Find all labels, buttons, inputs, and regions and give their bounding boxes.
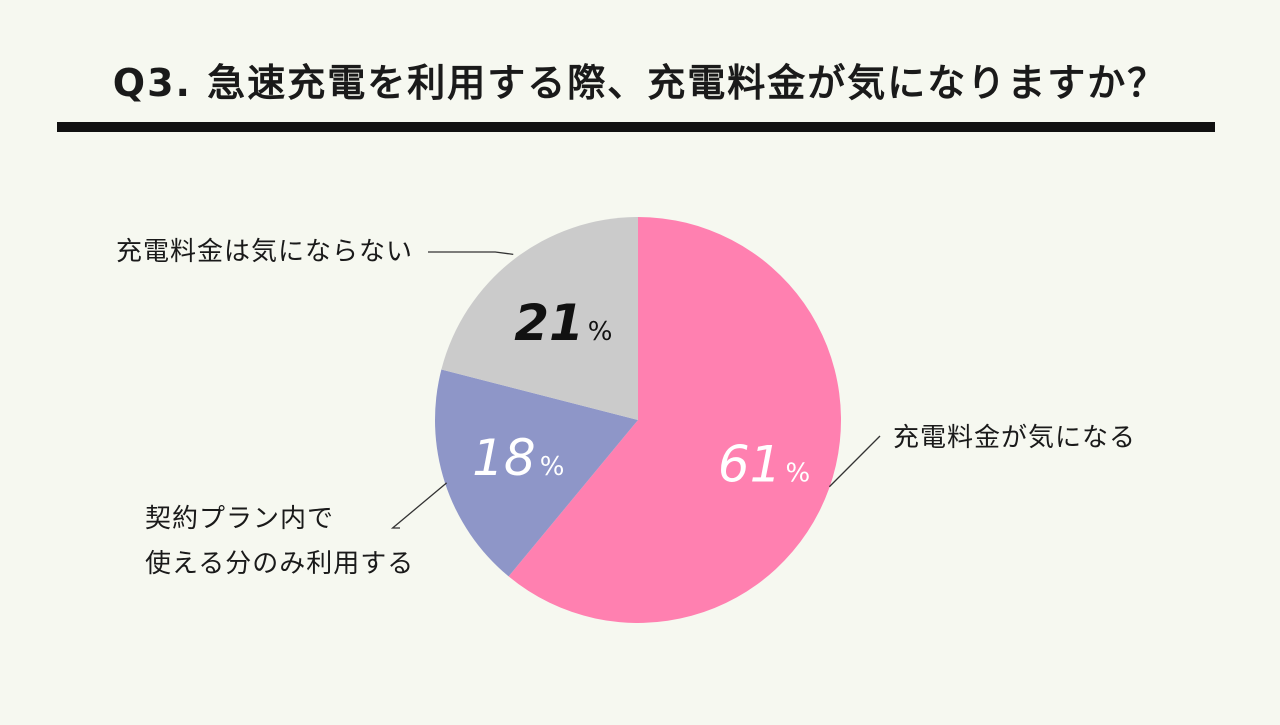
percent-value: 21 bbox=[514, 294, 584, 352]
percent-label-2: 21% bbox=[514, 294, 612, 352]
pie-slice-1 bbox=[435, 369, 638, 577]
chart-title: Q3. 急速充電を利用する際、充電料金が気になりますか？ bbox=[112, 61, 1168, 105]
category-label-1: 使える分のみ利用する bbox=[145, 549, 414, 579]
pie-slice-0 bbox=[508, 217, 841, 623]
leader-line-2 bbox=[428, 251, 514, 255]
pie-slice-2 bbox=[441, 217, 638, 420]
pie-slices bbox=[435, 217, 841, 623]
percent-value: 61 bbox=[718, 435, 782, 493]
percent-unit: % bbox=[588, 317, 613, 347]
percent-label-1: 18% bbox=[472, 429, 564, 487]
leader-lines bbox=[390, 251, 881, 529]
percent-unit: % bbox=[786, 458, 811, 488]
percent-label-0: 61% bbox=[718, 435, 810, 493]
percent-labels: 61 %18 %21% bbox=[472, 294, 810, 494]
percent-value: 18 bbox=[472, 429, 536, 487]
percent-unit: % bbox=[540, 452, 565, 482]
leader-line-1 bbox=[390, 482, 448, 529]
leader-line-0 bbox=[828, 435, 881, 488]
category-label-0: 充電料金が気になる bbox=[893, 423, 1136, 453]
title-underline bbox=[57, 122, 1215, 132]
category-label-1: 契約プラン内で bbox=[145, 504, 334, 534]
category-label-2: 充電料金は気にならない bbox=[116, 237, 413, 267]
